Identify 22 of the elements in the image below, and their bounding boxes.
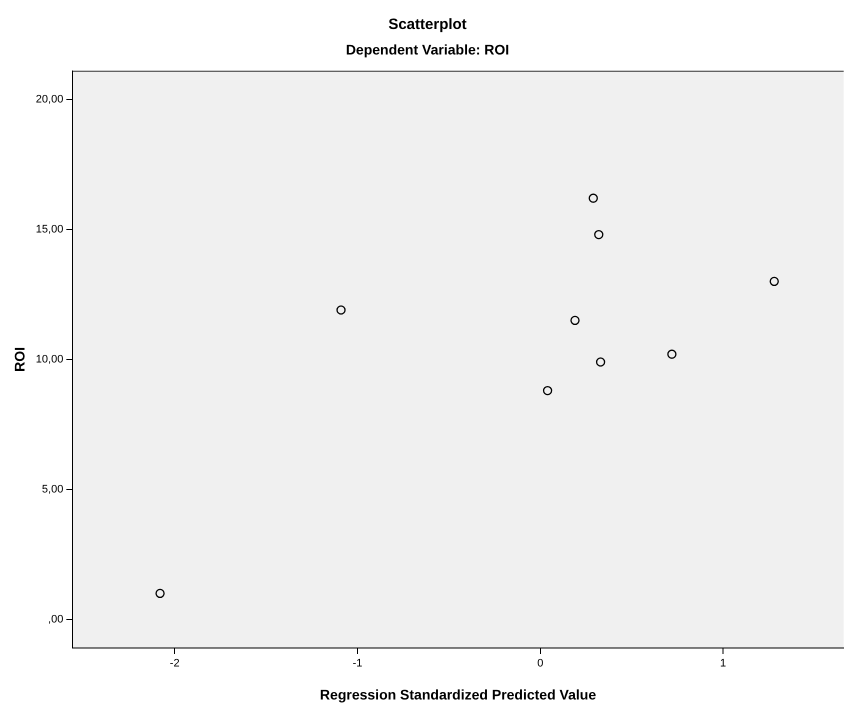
y-tick-label: ,00 (48, 613, 64, 626)
point (596, 357, 606, 367)
point (594, 230, 604, 240)
x-axis-title: Regression Standardized Predicted Value (320, 686, 596, 702)
x-tick-label: -2 (170, 658, 180, 670)
point (336, 305, 346, 315)
x-tick-label: -1 (352, 658, 362, 670)
x-tick-label: 0 (537, 658, 544, 670)
y-axis-title: ROI (11, 346, 28, 372)
point (570, 316, 580, 326)
point (588, 194, 598, 203)
point (542, 386, 552, 396)
y-tick-label: 15,00 (36, 223, 64, 236)
chart-subtitle: Dependent Variable: ROI (346, 41, 510, 58)
point (155, 588, 165, 598)
x-tick-label: 1 (720, 658, 726, 670)
y-tick-label: 5,00 (42, 483, 64, 496)
point (770, 276, 779, 286)
chart-title: Scatterplot (388, 16, 467, 34)
y-tick-label: 10,00 (36, 353, 64, 366)
y-tick-label: 20,00 (36, 93, 64, 106)
point (667, 350, 677, 359)
